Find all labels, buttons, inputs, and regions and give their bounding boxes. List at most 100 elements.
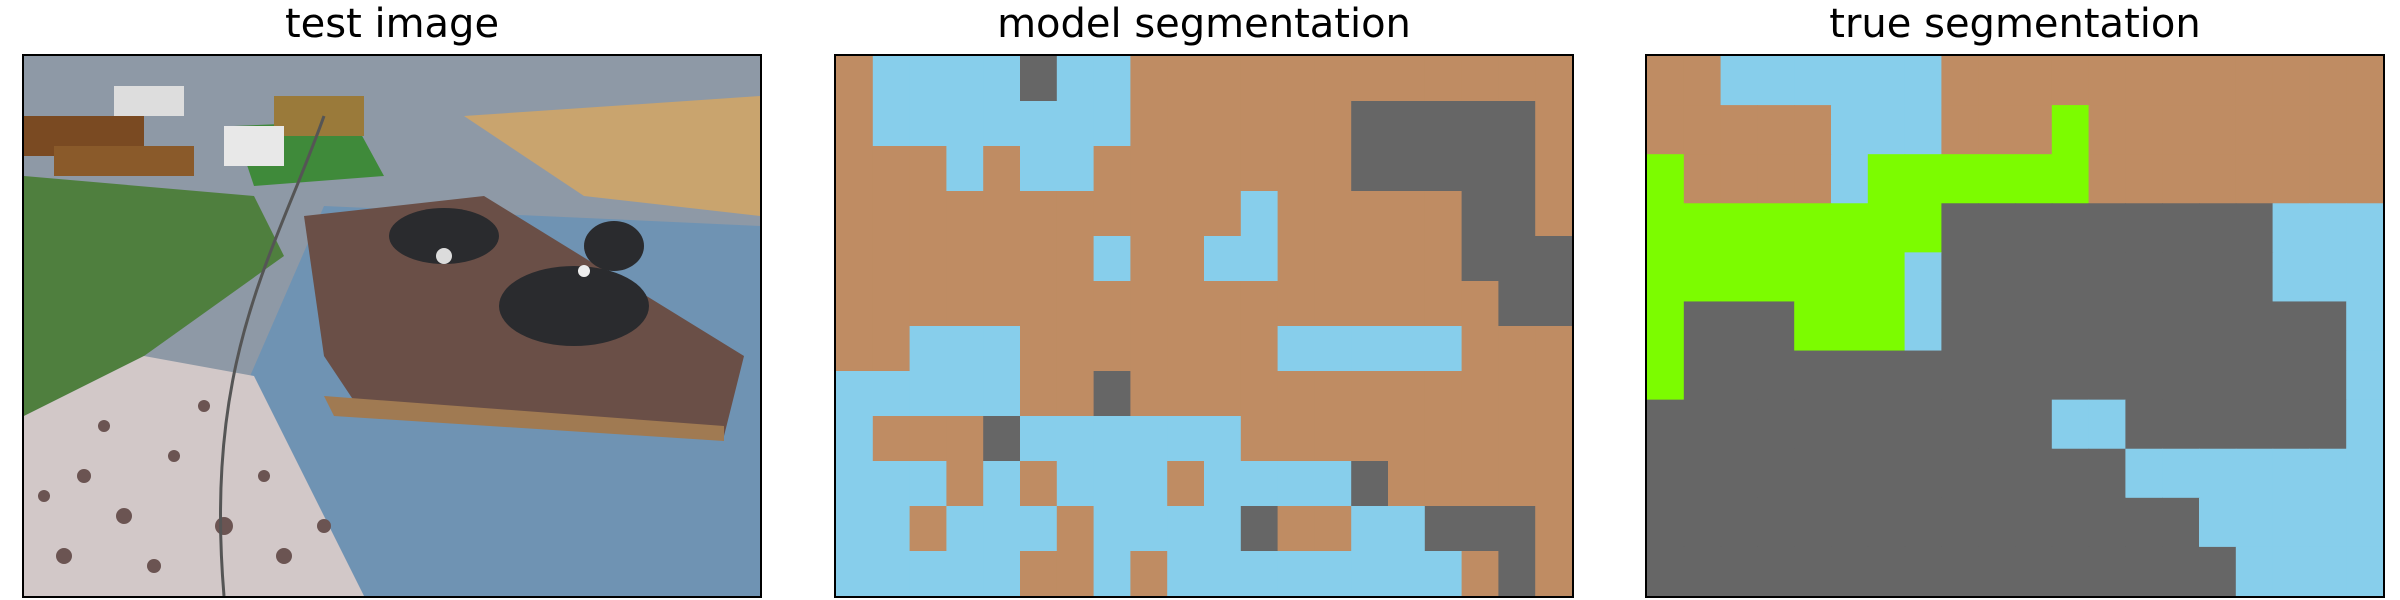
seg-cell: [1904, 105, 1942, 155]
seg-cell: [1683, 546, 1722, 596]
seg-cell: [1388, 461, 1426, 507]
seg-cell: [2309, 497, 2347, 548]
seg-cell: [1351, 461, 1389, 507]
seg-cell: [1388, 236, 1426, 282]
seg-cell: [1351, 551, 1389, 596]
seg-cell: [1240, 371, 1279, 417]
seg-cell: [1978, 203, 2016, 253]
seg-cell: [872, 281, 911, 327]
seg-cell: [946, 236, 984, 282]
seg-cell: [1388, 326, 1426, 372]
seg-cell: [2162, 546, 2200, 596]
seg-cell: [1314, 236, 1352, 282]
seg-cell: [1167, 371, 1205, 417]
seg-cell: [2015, 546, 2053, 596]
seg-cell: [1240, 146, 1279, 192]
test-image-frame: [22, 54, 762, 598]
seg-cell: [1498, 146, 1536, 192]
seg-cell: [2088, 154, 2126, 204]
seg-cell: [983, 191, 1021, 237]
seg-cell: [1277, 326, 1315, 372]
seg-cell: [946, 461, 984, 507]
seg-cell: [1867, 252, 1906, 303]
seg-cell: [1978, 252, 2016, 303]
seg-cell: [946, 506, 984, 552]
seg-cell: [1720, 154, 1758, 204]
seg-cell: [1424, 371, 1463, 417]
seg-cell: [1647, 497, 1685, 548]
seg-cell: [836, 191, 874, 237]
seg-cell: [1314, 461, 1352, 507]
seg-cell: [1904, 56, 1942, 106]
seg-cell: [2272, 448, 2310, 499]
seg-cell: [2309, 350, 2347, 401]
seg-cell: [1794, 546, 1832, 596]
seg-cell: [872, 461, 911, 507]
seg-cell: [1757, 154, 1795, 204]
gravel-speckles-icon: [38, 400, 331, 573]
seg-cell: [1204, 191, 1242, 237]
seg-cell: [1647, 203, 1685, 253]
seg-cell: [1461, 146, 1499, 192]
seg-cell: [1978, 56, 2016, 106]
seg-cell: [1130, 146, 1168, 192]
seg-cell: [1647, 301, 1685, 352]
seg-cell: [1831, 105, 1869, 155]
seg-cell: [1204, 326, 1242, 372]
seg-cell: [1831, 154, 1869, 204]
seg-cell: [2162, 399, 2200, 450]
seg-cell: [872, 551, 911, 596]
seg-cell: [1683, 350, 1722, 401]
seg-cell: [2162, 154, 2200, 204]
seg-cell: [1388, 101, 1426, 147]
seg-cell: [1720, 399, 1758, 450]
seg-cell: [909, 371, 947, 417]
seg-cell: [2015, 203, 2053, 253]
seg-cell: [2015, 105, 2053, 155]
seg-cell: [1388, 281, 1426, 327]
seg-cell: [1204, 56, 1242, 102]
seg-cell: [1204, 146, 1242, 192]
seg-cell: [1424, 506, 1463, 552]
seg-cell: [1498, 281, 1536, 327]
seg-cell: [1314, 191, 1352, 237]
seg-cell: [1535, 461, 1572, 507]
seg-cell: [1683, 448, 1722, 499]
seg-cell: [909, 551, 947, 596]
seg-cell: [1461, 416, 1499, 462]
seg-cell: [836, 236, 874, 282]
seg-cell: [1683, 56, 1722, 106]
seg-cell: [2051, 399, 2090, 450]
seg-cell: [2088, 399, 2126, 450]
seg-cell: [1867, 350, 1906, 401]
seg-cell: [1941, 56, 1979, 106]
seg-cell: [2346, 154, 2383, 204]
seg-cell: [946, 326, 984, 372]
seg-cell: [946, 416, 984, 462]
seg-cell: [1535, 56, 1572, 102]
seg-cell: [1314, 326, 1352, 372]
seg-cell: [1794, 448, 1832, 499]
seg-cell: [1904, 154, 1942, 204]
seg-cell: [1461, 506, 1499, 552]
seg-cell: [1130, 236, 1168, 282]
seg-cell: [909, 416, 947, 462]
seg-cell: [1388, 191, 1426, 237]
seg-cell: [1978, 448, 2016, 499]
seg-cell: [872, 101, 911, 147]
seg-cell: [2309, 546, 2347, 596]
seg-cell: [946, 191, 984, 237]
seg-cell: [2088, 301, 2126, 352]
true-segmentation-frame: [1645, 54, 2385, 598]
seg-cell: [1461, 281, 1499, 327]
seg-cell: [2309, 301, 2347, 352]
model-segmentation-frame: [834, 54, 1574, 598]
seg-cell: [2199, 448, 2237, 499]
seg-cell: [2346, 497, 2383, 548]
seg-cell: [1056, 191, 1095, 237]
seg-cell: [1867, 301, 1906, 352]
seg-cell: [1498, 371, 1536, 417]
seg-cell: [836, 281, 874, 327]
seg-cell: [1867, 105, 1906, 155]
seg-cell: [1240, 506, 1279, 552]
